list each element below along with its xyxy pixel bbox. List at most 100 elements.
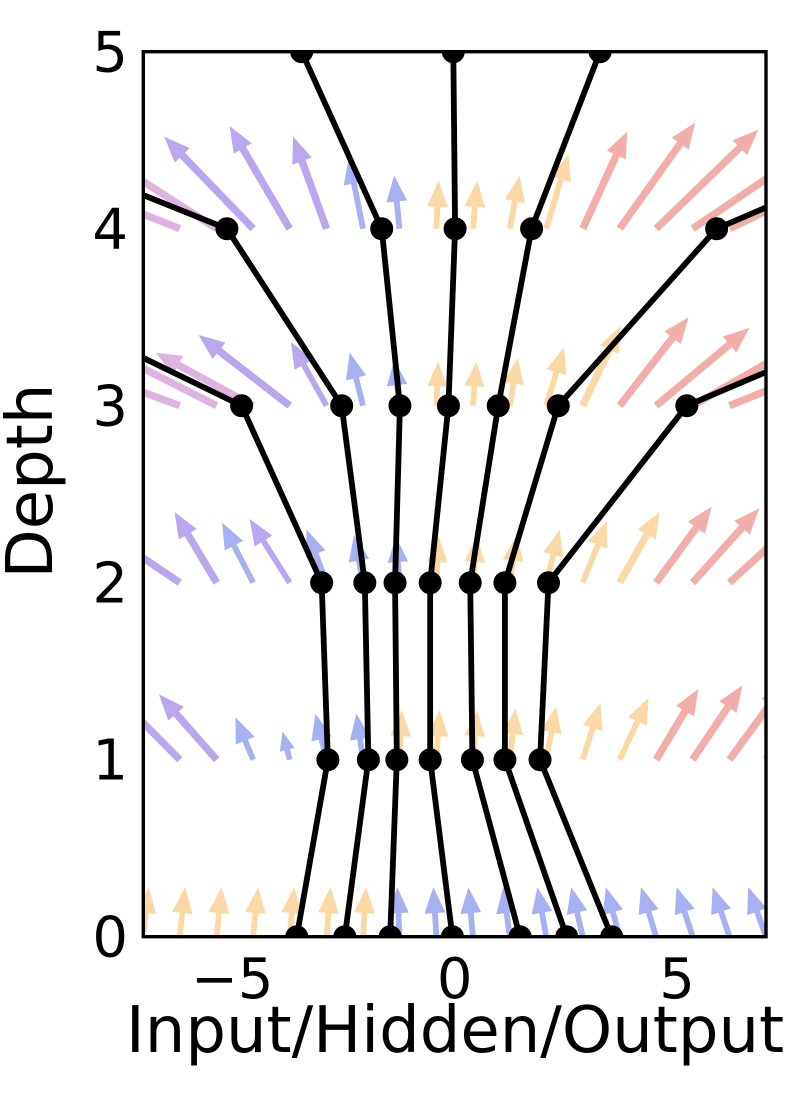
quiver-arrow (566, 887, 588, 937)
y-tick-label: 3 (92, 375, 128, 440)
trajectory-point (588, 51, 612, 64)
quiver-arrow (638, 887, 659, 937)
trajectory-point (418, 571, 442, 595)
arrow-head (777, 515, 800, 540)
arrow-head (235, 717, 255, 745)
trajectory-line (298, 51, 403, 937)
quiver-arrow (117, 696, 183, 763)
quiver-arrow (616, 122, 696, 231)
arrow-shaft (213, 345, 292, 409)
quiver-arrow (174, 511, 220, 585)
arrow-head (222, 522, 244, 551)
trajectory-point (230, 394, 254, 418)
trajectory-point (555, 925, 579, 937)
quiver-arrow (617, 697, 649, 761)
arrow-head (290, 341, 313, 370)
arrow-shaft (350, 178, 366, 230)
quiver-arrow (345, 352, 367, 407)
trajectory-point (290, 51, 314, 64)
quiver-arrow (143, 210, 182, 233)
arrow-shaft (653, 141, 746, 232)
arrow-head (504, 175, 526, 204)
trajectory-line (502, 204, 767, 937)
arrow-head (460, 887, 482, 914)
trajectory-point (493, 748, 517, 772)
axes-frame (141, 50, 768, 939)
quiver-arrow (652, 688, 699, 762)
arrow-head (747, 887, 767, 916)
quiver-arrow (689, 685, 743, 762)
trajectory-line (143, 192, 372, 937)
quiver-arrow (427, 180, 448, 229)
quiver-arrow (143, 887, 157, 937)
arrow-head (292, 136, 312, 165)
arrow-shaft (506, 196, 519, 230)
quiver-arrow (653, 129, 759, 232)
arrow-shaft (143, 364, 219, 409)
y-axis-label: Depth (0, 384, 68, 579)
ticks-layer: −5 0 5 0 1 2 3 4 5 (92, 21, 695, 1012)
arrow-shaft (538, 907, 550, 937)
trajectory-point (493, 571, 517, 595)
quiver-arrow (143, 364, 219, 409)
arrow-shaft (580, 539, 603, 584)
arrow-head (541, 706, 562, 735)
quiver-arrow (427, 361, 448, 406)
arrow-head (427, 361, 448, 387)
trajectory-layer (143, 51, 767, 937)
quiver-arrow (460, 887, 482, 937)
arrow-head (503, 357, 524, 386)
trajectory-point (508, 925, 532, 937)
arrow-head (785, 147, 800, 170)
arrow-shaft (170, 707, 220, 763)
quiver-arrow (164, 136, 256, 232)
trajectory-point (486, 394, 510, 418)
arrow-head (776, 342, 800, 364)
arrow-shaft (644, 906, 659, 937)
arrow-head (676, 688, 699, 717)
quiver-arrow (580, 520, 608, 584)
quiver-arrow (689, 508, 760, 586)
arrow-head (390, 710, 411, 737)
arrow-shaft (764, 224, 767, 229)
arrow-head (60, 361, 88, 381)
quiver-arrow (60, 361, 182, 410)
arrow-head (531, 887, 553, 915)
arrow-head (638, 887, 659, 916)
trajectory-point (316, 748, 340, 772)
trajectory-point (330, 394, 354, 418)
quiver-arrow (198, 334, 292, 409)
quiver-arrow (579, 131, 628, 231)
arrow-head (734, 508, 760, 535)
arrow-shaft (467, 908, 476, 937)
x-axis-label: Input/Hidden/Output (126, 994, 784, 1068)
quiver-arrow (158, 694, 220, 763)
arrow-head (155, 352, 184, 375)
quiver-arrow (424, 887, 446, 937)
arrow-head (671, 122, 696, 150)
trajectory-point (705, 217, 729, 241)
arrow-head (602, 887, 623, 915)
trajectory-point (520, 217, 544, 241)
quiver-arrow (764, 224, 767, 229)
trajectory-point (370, 217, 394, 241)
arrow-head (117, 696, 143, 722)
arrow-shaft (680, 906, 696, 937)
arrow-shaft (250, 908, 259, 937)
arrow-shaft (431, 908, 440, 937)
quiver-arrow (727, 206, 767, 233)
arrow-head (600, 326, 621, 354)
arrow-shaft (579, 149, 622, 231)
trajectory-point (436, 394, 460, 418)
arrow-shaft (764, 401, 767, 406)
arrow-head (91, 523, 118, 546)
quiver-arrow (249, 518, 293, 585)
arrow-head (279, 731, 295, 752)
arrow-shaft (617, 715, 643, 761)
arrow-head (587, 520, 608, 549)
arrow-head (171, 887, 193, 915)
trajectory-point (310, 571, 334, 595)
quiver-arrow (208, 887, 230, 937)
arrow-head (354, 887, 375, 914)
trajectory-point (215, 217, 239, 241)
